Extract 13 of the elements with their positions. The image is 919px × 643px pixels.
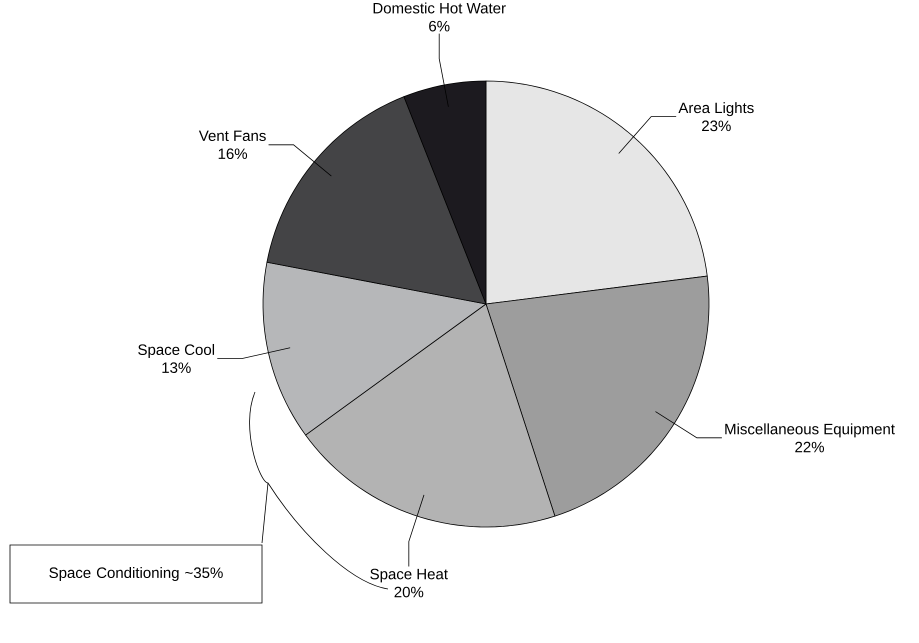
slice-label: Vent Fans — [198, 130, 266, 142]
data-label: 22% — [795, 442, 824, 452]
slice-label: Domestic Hot Water — [374, 2, 506, 14]
data-label: 16% — [218, 148, 248, 160]
text: Space Conditioning ~35% — [49, 567, 223, 581]
data-label: 20% — [394, 586, 424, 598]
data-label: 13% — [162, 362, 191, 373]
slice-label: Space Cool — [138, 344, 214, 358]
data-label: 6% — [429, 20, 450, 32]
slice-label: Space Heat — [370, 568, 448, 582]
slice-label: Area Lights — [678, 102, 754, 116]
data-label: 23% — [702, 120, 731, 132]
slice-label: Miscellaneous Equipment — [725, 423, 895, 438]
